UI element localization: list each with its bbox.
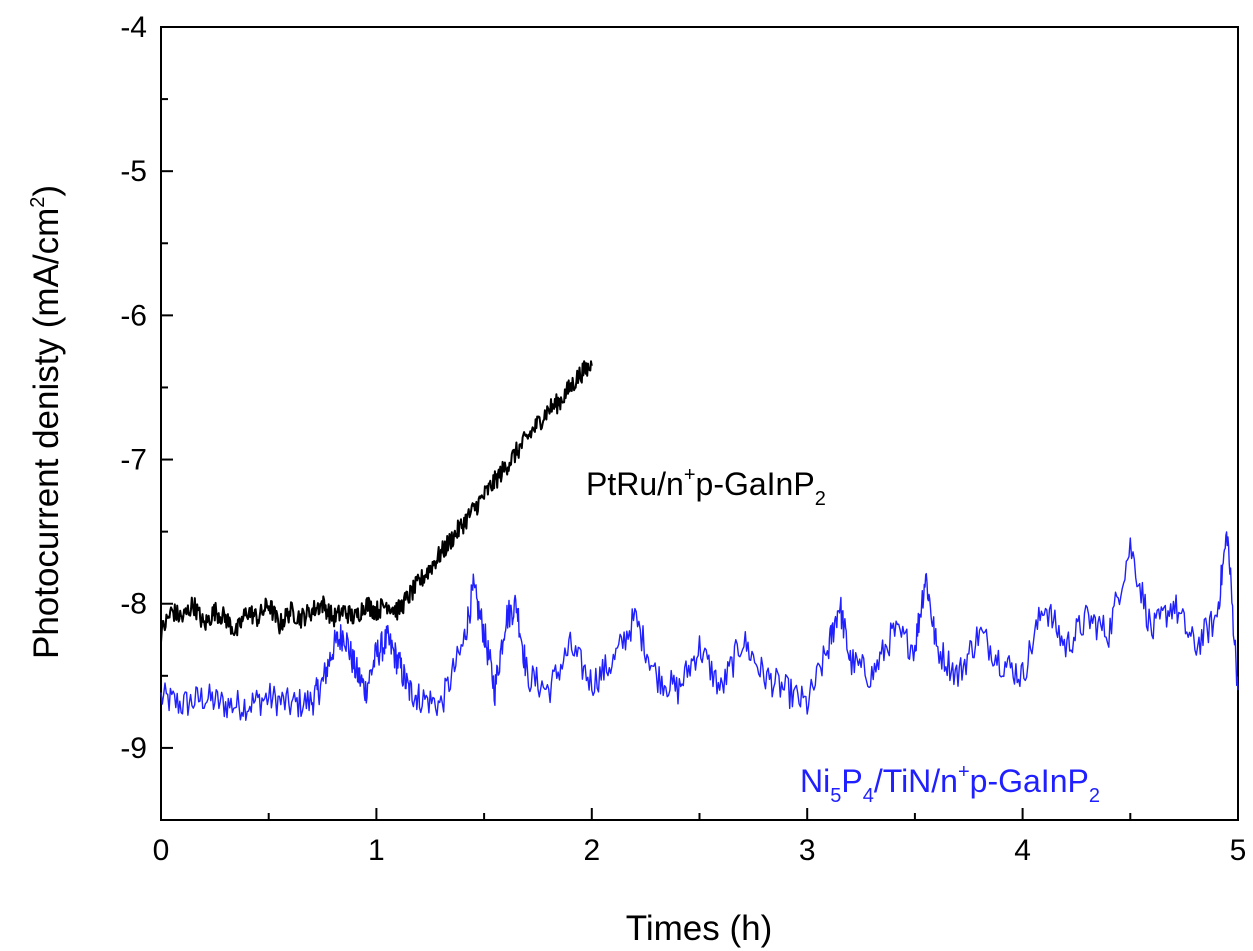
- ptru-label-sub: 2: [815, 488, 826, 510]
- x-tick-label: 1: [368, 834, 385, 867]
- y-tick-label: -6: [120, 299, 147, 332]
- x-axis-title: Times (h): [626, 909, 772, 948]
- x-axis-ticks: 0 1 2 3 4 5: [153, 808, 1247, 867]
- x-tick-label: 5: [1230, 834, 1247, 867]
- y-tick-label: -4: [120, 11, 147, 44]
- y-tick-label: -9: [120, 732, 147, 765]
- ni-label-b: P: [841, 763, 862, 799]
- ni-label-c: /TiN/n: [874, 763, 958, 799]
- series-line-ptru: [160, 360, 593, 643]
- y-tick-label: -8: [120, 588, 147, 621]
- ni-label-sup: +: [958, 761, 970, 783]
- series-layer: [160, 360, 1239, 721]
- y-axis-title: Photocurrent denisty (mA/cm2): [27, 185, 66, 659]
- ni-label-sub3: 2: [1089, 785, 1100, 807]
- y-tick-label: -7: [120, 444, 147, 477]
- x-tick-label: 4: [1014, 834, 1031, 867]
- y-axis-ticks: -4 -5 -6 -7 -8 -9: [120, 11, 173, 821]
- ni-label-sub2: 4: [863, 785, 874, 807]
- y-tick-label: -5: [120, 155, 147, 188]
- x-tick-label: 3: [799, 834, 816, 867]
- ptru-label-a: PtRu/n: [586, 466, 684, 502]
- series-label-ni5p4: Ni5P4/TiN/n+p-GaInP2: [800, 761, 1100, 807]
- y-axis-title-end: ): [27, 185, 66, 197]
- ni-label-d: p-GaInP: [970, 763, 1089, 799]
- x-tick-label: 2: [583, 834, 600, 867]
- ptru-label-b: p-GaInP: [696, 466, 815, 502]
- plot-frame: [160, 26, 1239, 821]
- series-line-ni5p4: [160, 531, 1239, 721]
- x-tick-label: 0: [153, 834, 170, 867]
- series-label-ptru: PtRu/n+p-GaInP2: [586, 464, 826, 510]
- y-axis-title-main: Photocurrent denisty (mA/cm: [27, 208, 66, 659]
- ptru-label-sup: +: [684, 464, 696, 486]
- ni-label-a: Ni: [800, 763, 830, 799]
- ni-label-sub1: 5: [830, 785, 841, 807]
- y-axis-title-sup: 2: [27, 197, 49, 208]
